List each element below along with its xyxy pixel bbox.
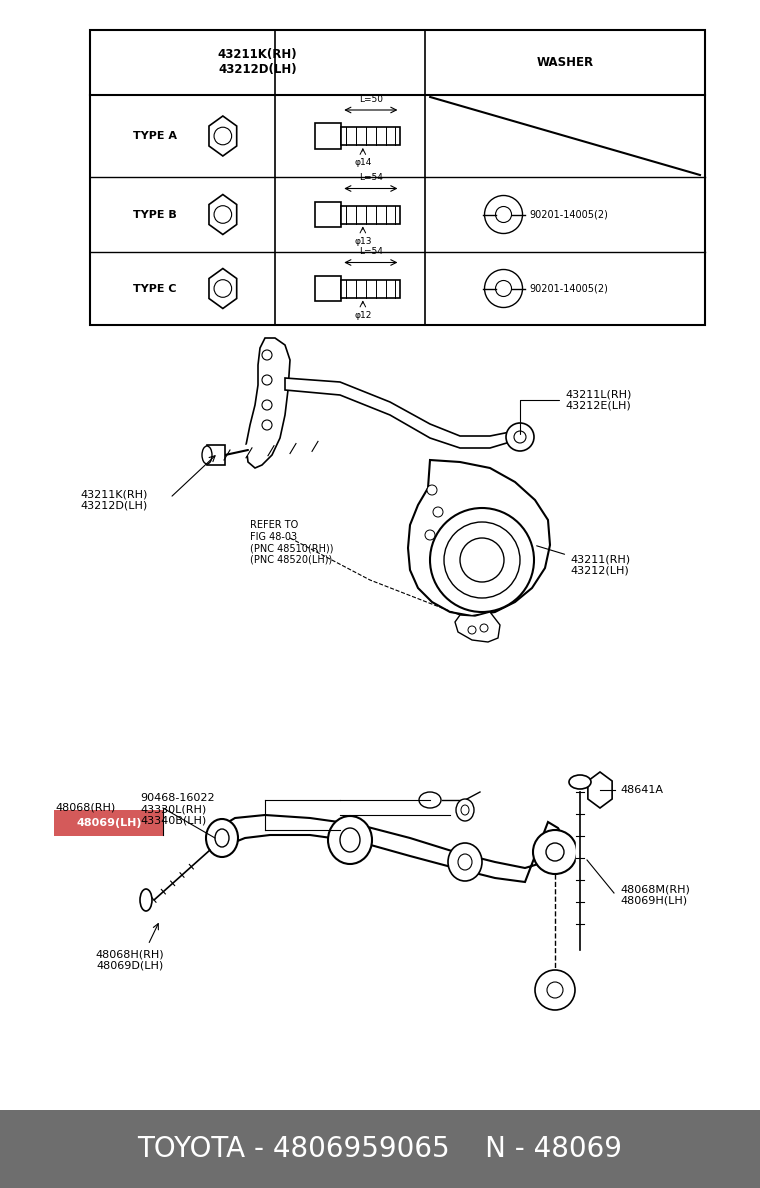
- Text: 48069(LH): 48069(LH): [76, 819, 142, 828]
- Text: L=50: L=50: [359, 95, 383, 105]
- Bar: [341, 127, 401, 145]
- Ellipse shape: [340, 828, 360, 852]
- Text: φ12: φ12: [354, 310, 372, 320]
- Ellipse shape: [458, 854, 472, 870]
- Circle shape: [214, 127, 232, 145]
- Circle shape: [485, 270, 523, 308]
- Circle shape: [433, 507, 443, 517]
- Ellipse shape: [569, 775, 591, 789]
- Text: TYPE B: TYPE B: [133, 209, 176, 220]
- Bar: [315, 202, 341, 227]
- Circle shape: [535, 969, 575, 1010]
- Circle shape: [460, 538, 504, 582]
- Circle shape: [533, 830, 577, 874]
- Text: φ14: φ14: [354, 158, 372, 168]
- Polygon shape: [209, 195, 236, 234]
- Text: L=54: L=54: [359, 247, 383, 257]
- Text: 43211L(RH)
43212E(LH): 43211L(RH) 43212E(LH): [520, 390, 632, 435]
- Text: TYPE C: TYPE C: [133, 284, 176, 293]
- Circle shape: [262, 375, 272, 385]
- Circle shape: [262, 350, 272, 360]
- Polygon shape: [455, 612, 500, 642]
- Circle shape: [262, 421, 272, 430]
- Text: REFER TO
FIG 48-03
(PNC 48510(RH))
(PNC 48520(LH)): REFER TO FIG 48-03 (PNC 48510(RH)) (PNC …: [250, 520, 334, 564]
- Polygon shape: [246, 339, 290, 468]
- Text: TYPE A: TYPE A: [132, 131, 176, 141]
- Text: 48068H(RH)
48069D(LH): 48068H(RH) 48069D(LH): [96, 949, 164, 971]
- Polygon shape: [408, 460, 550, 617]
- Text: 90201-14005(2): 90201-14005(2): [530, 209, 609, 220]
- Ellipse shape: [448, 843, 482, 881]
- Circle shape: [214, 206, 232, 223]
- Circle shape: [480, 624, 488, 632]
- Ellipse shape: [328, 816, 372, 864]
- Ellipse shape: [461, 805, 469, 815]
- Circle shape: [427, 485, 437, 495]
- Text: 43211K(RH)
43212D(LH): 43211K(RH) 43212D(LH): [218, 48, 297, 76]
- Ellipse shape: [206, 819, 238, 857]
- Text: 482792C: 482792C: [660, 1110, 710, 1120]
- Circle shape: [496, 280, 511, 297]
- Bar: [315, 276, 341, 301]
- Circle shape: [485, 196, 523, 234]
- Text: 48068M(RH)
48069H(LH): 48068M(RH) 48069H(LH): [620, 884, 690, 905]
- Polygon shape: [209, 116, 236, 156]
- Text: 48068(RH): 48068(RH): [55, 803, 116, 813]
- Polygon shape: [285, 378, 510, 448]
- Text: φ13: φ13: [354, 236, 372, 246]
- Text: 481539A: 481539A: [55, 1110, 105, 1120]
- Circle shape: [262, 400, 272, 410]
- Text: TOYOTA - 4806959065    N - 48069: TOYOTA - 4806959065 N - 48069: [138, 1135, 622, 1163]
- Text: 90468-16022: 90468-16022: [140, 794, 214, 803]
- Ellipse shape: [140, 889, 152, 911]
- Text: 43330L(RH)
43340B(LH): 43330L(RH) 43340B(LH): [140, 804, 206, 826]
- Circle shape: [514, 431, 526, 443]
- Polygon shape: [209, 268, 236, 309]
- Text: L=54: L=54: [359, 173, 383, 183]
- Text: 90201-14005(2): 90201-14005(2): [530, 284, 609, 293]
- Circle shape: [444, 522, 520, 598]
- Circle shape: [506, 423, 534, 451]
- Circle shape: [547, 982, 563, 998]
- FancyBboxPatch shape: [54, 810, 164, 836]
- Circle shape: [546, 843, 564, 861]
- Circle shape: [430, 508, 534, 612]
- Bar: [315, 124, 341, 148]
- Bar: [90, 30, 705, 326]
- Text: 48641A: 48641A: [620, 785, 663, 795]
- Circle shape: [468, 626, 476, 634]
- Bar: [207, 446, 225, 465]
- Polygon shape: [588, 772, 612, 808]
- Text: WASHER: WASHER: [537, 56, 594, 69]
- Text: 43211(RH)
43212(LH): 43211(RH) 43212(LH): [537, 545, 630, 576]
- Text: 43211K(RH)
43212D(LH): 43211K(RH) 43212D(LH): [80, 489, 147, 511]
- Ellipse shape: [215, 829, 229, 847]
- Circle shape: [214, 279, 232, 297]
- Ellipse shape: [202, 446, 212, 465]
- Ellipse shape: [419, 792, 441, 808]
- Bar: [341, 206, 401, 223]
- Circle shape: [496, 207, 511, 222]
- Polygon shape: [215, 815, 565, 881]
- Circle shape: [425, 530, 435, 541]
- Bar: [0, 1110, 760, 1188]
- Ellipse shape: [456, 800, 474, 821]
- Bar: [341, 279, 401, 297]
